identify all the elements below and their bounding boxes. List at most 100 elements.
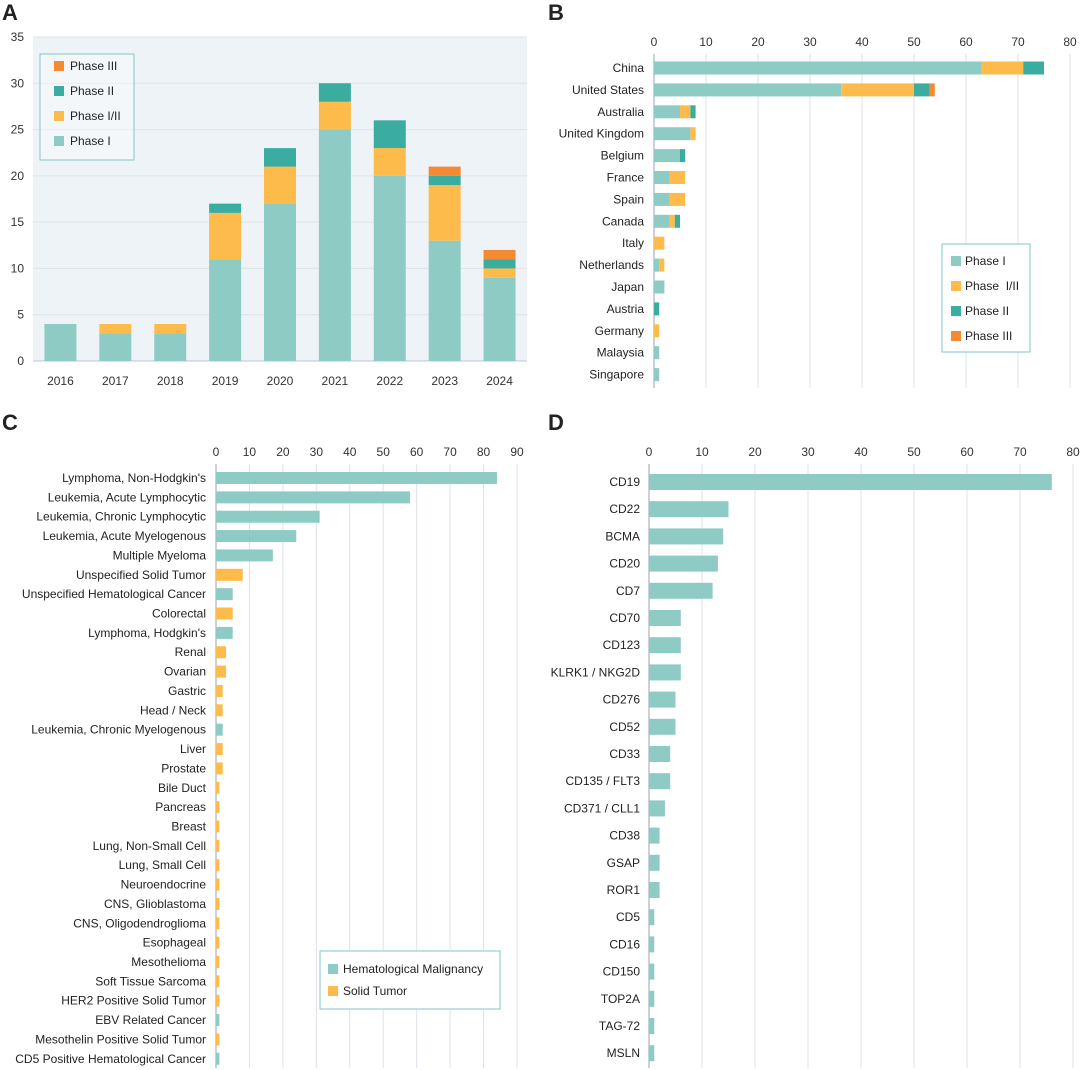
legend-label-phase-i-ii: Phase I/II	[70, 109, 121, 123]
x-tick-label-b: 50	[907, 35, 921, 49]
bar-phase-i-ii-france	[669, 171, 686, 184]
bar-cd20	[649, 555, 718, 572]
x-tick-label-c: 90	[510, 445, 524, 459]
category-label-b: China	[613, 61, 645, 75]
category-label-c: CD5 Positive Hematological Cancer	[15, 1052, 206, 1066]
x-tick-label-d: 40	[854, 445, 868, 459]
category-label-c: Lymphoma, Non-Hodgkin's	[62, 471, 206, 485]
bar-phase-i-2021	[318, 129, 351, 361]
bar-gsap	[649, 854, 660, 871]
category-label-b: Spain	[613, 192, 644, 206]
bar-cd19	[649, 474, 1052, 490]
legend-swatch-phase-iii	[54, 61, 64, 71]
panel-letter-b: B	[548, 0, 564, 25]
category-label-c: Renal	[175, 645, 206, 659]
category-label-b: Netherlands	[579, 258, 644, 272]
category-label-b: Italy	[622, 236, 644, 250]
bar-phase-i-ii-2017	[99, 323, 132, 334]
x-tick-label-c: 20	[276, 445, 290, 459]
bar-ror1	[649, 882, 660, 898]
bar-phase-ii-2020	[264, 148, 296, 167]
bar-phase-i-ii-2023	[428, 185, 461, 241]
category-label-d: CD33	[609, 747, 640, 761]
bar-unspecified-hematological-cancer	[216, 588, 233, 601]
bar-lymphoma-hodgkin-s	[216, 626, 233, 639]
bar-phase-ii-austria	[654, 302, 660, 316]
bar-phase-i-united-states	[654, 83, 842, 97]
legend-swatch-phase-i	[951, 256, 961, 266]
x-tick-label-b: 10	[699, 35, 713, 49]
bar-phase-ii-canada	[674, 214, 680, 228]
category-label-c: Ovarian	[164, 665, 206, 679]
x-tick-label-b: 70	[1011, 35, 1025, 49]
category-label-d: CD70	[609, 611, 640, 625]
bar-phase-ii-china	[1023, 61, 1044, 75]
x-tick-label-c: 0	[213, 445, 220, 459]
bar-multiple-myeloma	[216, 549, 273, 562]
x-tick-label-c: 70	[443, 445, 457, 459]
bar-phase-i-2017	[99, 333, 132, 361]
legend-label-phase-i: Phase I	[965, 254, 1006, 268]
bar-phase-i-2024	[483, 277, 516, 361]
category-label-c: Unspecified Solid Tumor	[76, 568, 206, 582]
category-label-c: Soft Tissue Sarcoma	[95, 974, 206, 988]
bar-leukemia-acute-myelogenous	[216, 530, 297, 543]
category-label-b: France	[607, 171, 645, 185]
bar-tag-72	[649, 1018, 655, 1034]
bar-phase-i-singapore	[654, 368, 660, 382]
category-label-d: CD19	[609, 475, 640, 489]
bar-mesothelioma	[216, 956, 220, 968]
category-label-d: ROR1	[607, 883, 641, 897]
bar-phase-i-netherlands	[654, 258, 660, 272]
category-label-d: KLRK1 / NKG2D	[551, 665, 641, 679]
category-label-d: CD22	[609, 502, 640, 516]
x-tick-label-a: 2017	[102, 374, 129, 388]
bar-phase-ii-2022	[373, 120, 406, 149]
category-label-d: CD371 / CLL1	[564, 801, 640, 815]
category-label-b: Australia	[597, 105, 644, 119]
bar-phase-i-ii-australia	[680, 105, 691, 119]
category-label-c: Colorectal	[152, 607, 206, 621]
category-label-c: Mesothelin Positive Solid Tumor	[35, 1032, 206, 1046]
bar-phase-ii-belgium	[680, 149, 686, 163]
bar-phase-i-2019	[209, 259, 242, 361]
category-label-d: CD7	[616, 584, 640, 598]
x-tick-label-a: 2020	[267, 374, 294, 388]
bar-cns-glioblastoma	[216, 897, 220, 910]
category-label-c: HER2 Positive Solid Tumor	[61, 994, 206, 1008]
legend-swatch-hematological-malignancy	[328, 964, 338, 974]
legend-label-phase-i-ii: Phase I/II	[965, 279, 1019, 293]
category-label-b: Belgium	[601, 149, 644, 163]
category-label-d: CD276	[603, 693, 641, 707]
bar-cd16	[649, 936, 655, 953]
bar-cd150	[649, 963, 655, 980]
legend-b: Phase I Phase I/II Phase II Phase III	[941, 243, 1031, 353]
bar-cd5	[649, 909, 655, 926]
legend-swatch-phase-i-ii	[951, 281, 961, 291]
bar-phase-i-ii-2018	[154, 323, 187, 334]
x-tick-label-c: 10	[243, 445, 257, 459]
bar-lymphoma-non-hodgkin-s	[216, 472, 497, 484]
x-tick-label-d: 80	[1066, 445, 1080, 459]
bar-esophageal	[216, 936, 220, 949]
bar-cns-oligodendroglioma	[216, 917, 220, 930]
bar-phase-i-2018	[154, 333, 187, 361]
bar-phase-iii-united-states	[929, 83, 935, 97]
legend-label-phase-i: Phase I	[70, 134, 111, 148]
bar-lung-non-small-cell	[216, 839, 220, 852]
category-label-c: Liver	[180, 742, 206, 756]
x-tick-label-b: 30	[803, 35, 817, 49]
category-label-d: TAG-72	[599, 1019, 640, 1033]
bar-cd33	[649, 746, 671, 762]
bar-phase-ii-2021	[318, 83, 351, 102]
category-label-c: EBV Related Cancer	[95, 1013, 206, 1027]
bar-unspecified-solid-tumor	[216, 568, 243, 581]
bar-phase-i-china	[654, 61, 982, 75]
bar-cd38	[649, 827, 660, 844]
category-label-c: Neuroendocrine	[121, 878, 207, 892]
x-tick-label-c: 30	[310, 445, 324, 459]
category-label-d: CD16	[609, 937, 640, 951]
chart-b: 0 10 20 30 40 50 60 70 80 China United States Austr…	[559, 35, 1077, 388]
bar-phase-i-ii-2024	[483, 268, 516, 278]
bar-phase-i-ii-2021	[318, 101, 351, 130]
